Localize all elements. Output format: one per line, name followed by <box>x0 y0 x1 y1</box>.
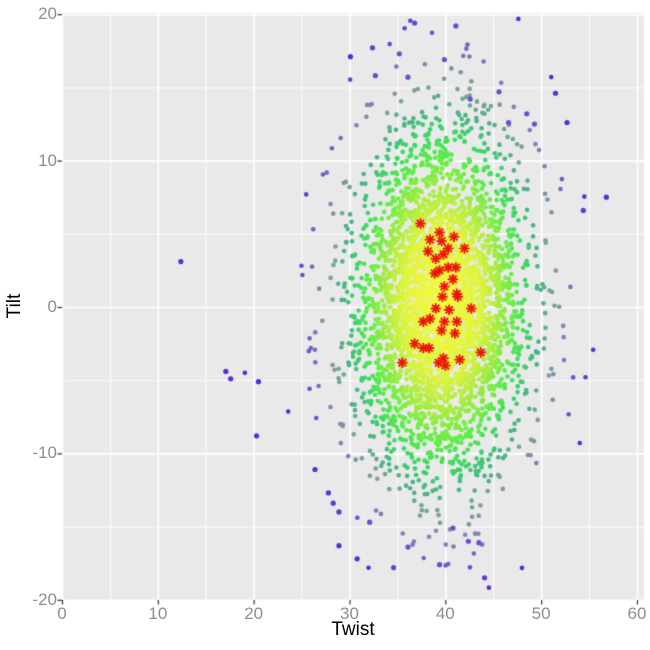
x-tick-label: 60 <box>627 604 647 623</box>
y-tick-label: 20 <box>38 4 57 24</box>
x-tick-label: 20 <box>244 604 264 623</box>
y-tick-label: 10 <box>38 150 57 170</box>
x-tick-label: 40 <box>435 604 455 623</box>
y-axis-title: Tilt <box>4 293 25 319</box>
x-axis-title: Twist <box>331 619 375 640</box>
y-tick-label: -20 <box>32 589 57 609</box>
y-tick-label: -10 <box>32 443 57 463</box>
x-tick-label: 0 <box>57 604 67 623</box>
x-tick-label: 50 <box>531 604 551 623</box>
x-tick-label: 10 <box>148 604 168 623</box>
y-tick-label: 0 <box>47 297 57 316</box>
x-tick-label: 30 <box>340 604 359 623</box>
